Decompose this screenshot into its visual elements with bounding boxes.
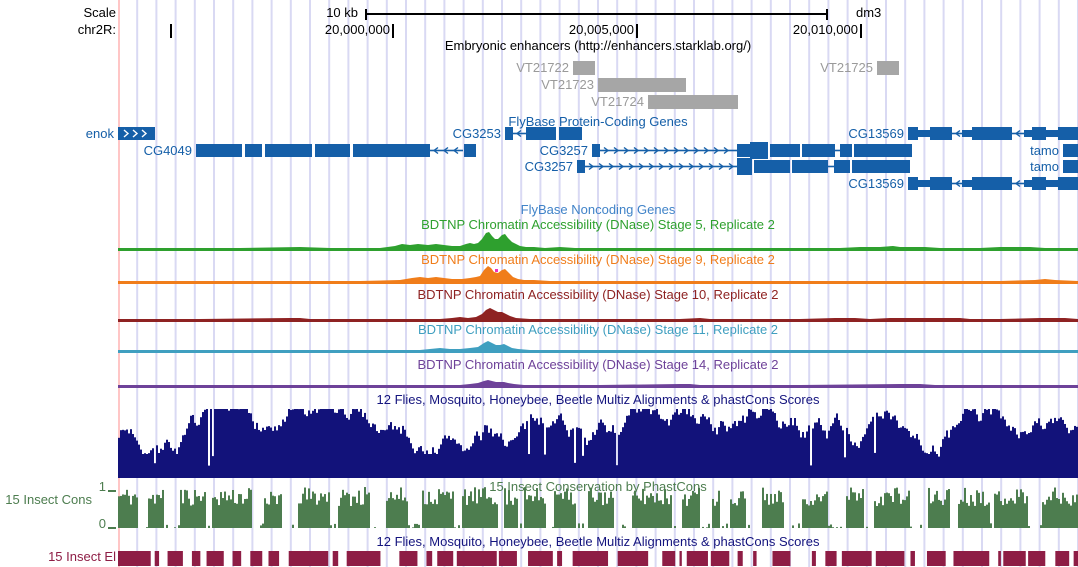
track-title-dnase-stage14[interactable]: BDTNP Chromatin Accessibility (DNase) St… — [417, 357, 779, 372]
gene-cg3257[interactable] — [577, 158, 910, 175]
chrom-label: chr2R: — [77, 22, 116, 37]
gene-label-tamo[interactable]: tamo — [1030, 159, 1059, 174]
track-title-noncoding-genes[interactable]: FlyBase Noncoding Genes — [520, 202, 676, 217]
track-title-dnase-stage10[interactable]: BDTNP Chromatin Accessibility (DNase) St… — [417, 287, 779, 302]
track-title-enhancers[interactable]: Embryonic enhancers (http://enhancers.st… — [444, 38, 752, 53]
enhancer-label[interactable]: VT21723 — [541, 77, 594, 92]
track-title-multiz[interactable]: 12 Flies, Mosquito, Honeybee, Beetle Mul… — [376, 392, 820, 407]
scale-label: Scale — [83, 5, 116, 20]
gene-track[interactable] — [118, 127, 1078, 190]
enhancer-label[interactable]: VT21722 — [516, 60, 569, 75]
dnase-signal-stage-9[interactable] — [118, 266, 1078, 284]
gene-label-tamo[interactable]: tamo — [1030, 143, 1059, 158]
ruler-tick-label: 20,000,000 — [324, 22, 390, 37]
enhancer-label[interactable]: VT21725 — [820, 60, 873, 75]
assembly-label: dm3 — [856, 5, 882, 20]
gene-label-cg4049[interactable]: CG4049 — [143, 143, 192, 158]
dnase-signal-stage-5[interactable] — [118, 232, 1078, 251]
track-title-protein-coding-genes[interactable]: FlyBase Protein-Coding Genes — [508, 114, 688, 129]
ruler — [170, 9, 862, 38]
dnase-signal-stage-11[interactable] — [118, 341, 1078, 353]
gene-cg3257[interactable] — [592, 142, 912, 159]
track-title-dnase-stage11[interactable]: BDTNP Chromatin Accessibility (DNase) St… — [417, 322, 779, 337]
phastcons-axis-min: 0 — [98, 516, 106, 531]
track-title-dnase-stage5[interactable]: BDTNP Chromatin Accessibility (DNase) St… — [421, 217, 775, 232]
scale-value: 10 kb — [326, 5, 358, 20]
gene-label-cg3257[interactable]: CG3257 — [539, 143, 588, 158]
insect-elements-track[interactable] — [118, 551, 1078, 566]
gene-cg4049[interactable] — [196, 144, 476, 157]
ruler-tick-label: 20,005,000 — [568, 22, 634, 37]
gene-label-enok[interactable]: enok — [85, 126, 114, 141]
gene-label-cg13569[interactable]: CG13569 — [848, 176, 904, 191]
gene-cg13569[interactable] — [908, 177, 1078, 190]
ruler-tick-label: 20,010,000 — [792, 22, 858, 37]
enhancer-label[interactable]: VT21724 — [591, 94, 644, 109]
gene-label-cg13569[interactable]: CG13569 — [848, 126, 904, 141]
gene-label-cg3253[interactable]: CG3253 — [452, 126, 501, 141]
dnase-signal-stage-14[interactable] — [118, 380, 1078, 388]
track-left-label-insect-elements[interactable]: 15 Insect El — [48, 549, 116, 564]
gene-cg13569[interactable] — [908, 127, 1078, 140]
track-left-label-insect-cons[interactable]: 15 Insect Cons — [5, 492, 92, 507]
dnase-signal-stage-10[interactable] — [118, 308, 1078, 322]
gene-label-cg3257[interactable]: CG3257 — [524, 159, 573, 174]
track-title-multiz-bottom[interactable]: 12 Flies, Mosquito, Honeybee, Beetle Mul… — [376, 534, 820, 549]
multiz-dense-track[interactable] — [118, 409, 1078, 478]
peak-marker-dot — [495, 269, 498, 272]
enhancer-track[interactable] — [573, 61, 899, 109]
phastcons-track[interactable] — [108, 487, 1078, 529]
track-title-phastcons[interactable]: 15 Insect Conservation by PhastCons — [489, 479, 707, 494]
gene-tamo[interactable] — [1063, 144, 1078, 157]
gene-cg3253[interactable] — [505, 127, 582, 140]
gene-enok[interactable] — [118, 127, 155, 140]
track-title-dnase-stage9[interactable]: BDTNP Chromatin Accessibility (DNase) St… — [421, 252, 775, 267]
phastcons-axis-max: 1 — [98, 479, 106, 494]
gene-tamo[interactable] — [1063, 160, 1078, 173]
